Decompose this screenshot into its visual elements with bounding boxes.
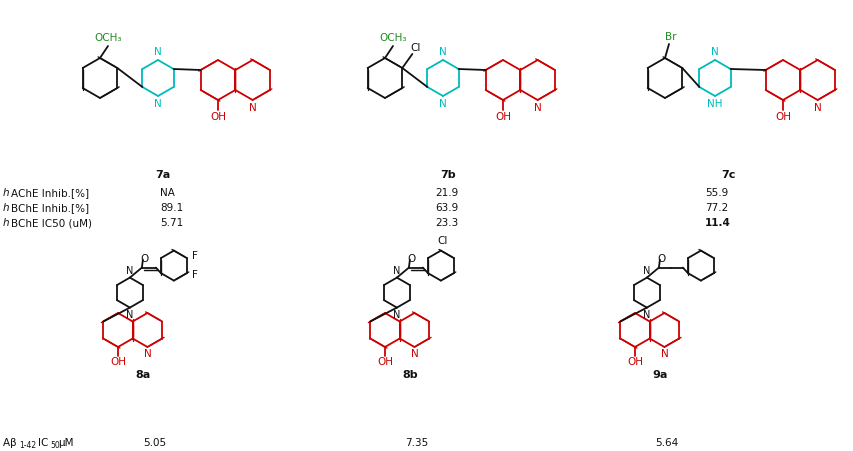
Text: 7c: 7c: [720, 170, 734, 180]
Text: NH: NH: [706, 99, 722, 109]
Text: OH: OH: [774, 112, 790, 122]
Text: h: h: [3, 218, 9, 228]
Text: Cl: Cl: [409, 43, 420, 53]
Text: 7b: 7b: [439, 170, 456, 180]
Text: BChE Inhib.[%]: BChE Inhib.[%]: [11, 203, 89, 213]
Text: N: N: [711, 47, 718, 57]
Text: OH: OH: [110, 357, 126, 367]
Text: N: N: [154, 99, 162, 109]
Text: N: N: [642, 309, 650, 320]
Text: IC: IC: [38, 438, 49, 448]
Text: N: N: [143, 349, 151, 359]
Text: 9a: 9a: [652, 370, 667, 380]
Text: 1-42: 1-42: [19, 442, 36, 451]
Text: OH: OH: [210, 112, 226, 122]
Text: h: h: [3, 188, 9, 198]
Text: N: N: [392, 309, 400, 320]
Text: N: N: [392, 266, 400, 276]
Text: F: F: [192, 251, 198, 261]
Text: N: N: [533, 103, 541, 113]
Text: N: N: [438, 99, 446, 109]
Text: 77.2: 77.2: [705, 203, 728, 213]
Text: 8a: 8a: [136, 370, 150, 380]
Text: N: N: [660, 349, 668, 359]
Text: OH: OH: [626, 357, 642, 367]
Text: N: N: [126, 266, 133, 276]
Text: N: N: [438, 47, 446, 57]
Text: O: O: [657, 253, 665, 263]
Text: OH: OH: [376, 357, 392, 367]
Text: OH: OH: [495, 112, 510, 122]
Text: N: N: [410, 349, 418, 359]
Text: AChE Inhib.[%]: AChE Inhib.[%]: [11, 188, 89, 198]
Text: 55.9: 55.9: [705, 188, 728, 198]
Text: N: N: [248, 103, 256, 113]
Text: 7.35: 7.35: [404, 438, 427, 448]
Text: O: O: [141, 253, 149, 263]
Text: 11.4: 11.4: [705, 218, 730, 228]
Text: OCH₃: OCH₃: [94, 33, 122, 43]
Text: 21.9: 21.9: [434, 188, 458, 198]
Text: OCH₃: OCH₃: [379, 33, 406, 43]
Text: BChE IC50 (uM): BChE IC50 (uM): [11, 218, 92, 228]
Text: 8b: 8b: [402, 370, 417, 380]
Text: F: F: [192, 270, 198, 280]
Text: 89.1: 89.1: [160, 203, 183, 213]
Text: N: N: [126, 309, 133, 320]
Text: h: h: [3, 203, 9, 213]
Text: 5.64: 5.64: [654, 438, 677, 448]
Text: μM: μM: [58, 438, 73, 448]
Text: O: O: [407, 253, 415, 263]
Text: β: β: [10, 438, 16, 448]
Text: 50: 50: [50, 442, 60, 451]
Text: Br: Br: [664, 32, 676, 42]
Text: 63.9: 63.9: [434, 203, 458, 213]
Text: N: N: [813, 103, 821, 113]
Text: NA: NA: [160, 188, 175, 198]
Text: A: A: [3, 438, 10, 448]
Text: 5.71: 5.71: [160, 218, 183, 228]
Text: N: N: [154, 47, 162, 57]
Text: 7a: 7a: [155, 170, 171, 180]
Text: Cl: Cl: [438, 235, 448, 246]
Text: 5.05: 5.05: [142, 438, 166, 448]
Text: 23.3: 23.3: [434, 218, 458, 228]
Text: N: N: [642, 266, 650, 276]
